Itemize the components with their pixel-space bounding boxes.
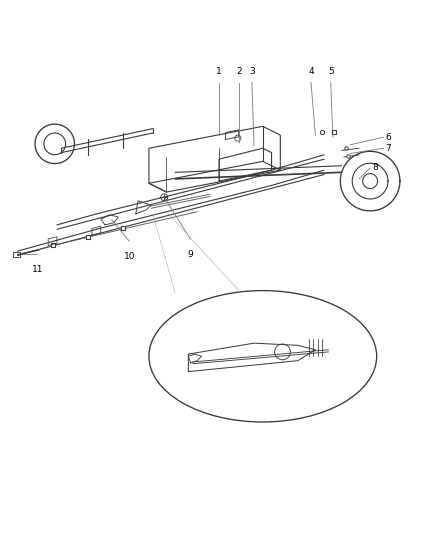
Text: 1: 1 [216, 67, 222, 76]
Text: 3: 3 [249, 67, 255, 76]
Text: 6: 6 [385, 133, 391, 142]
Text: 11: 11 [32, 265, 43, 274]
Text: 5: 5 [328, 67, 334, 76]
Text: 4: 4 [308, 67, 314, 76]
Text: 9: 9 [187, 251, 194, 259]
Text: 7: 7 [385, 144, 391, 153]
Text: 8: 8 [372, 164, 378, 173]
Text: 2: 2 [236, 67, 241, 76]
Bar [13, 252, 20, 257]
Text: 10: 10 [124, 252, 135, 261]
